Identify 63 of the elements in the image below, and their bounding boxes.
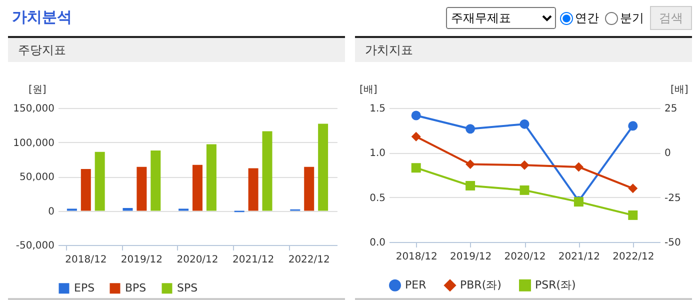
y2-tick-label: -25 <box>664 192 681 204</box>
y-tick-label: 1.5 <box>370 104 386 114</box>
legend-label: EPS <box>74 281 95 294</box>
point <box>466 180 476 190</box>
point <box>628 184 638 194</box>
chart-title: 주당지표 <box>8 36 345 62</box>
legend-label: SPS <box>177 281 198 294</box>
y-tick-label: -50,000 <box>16 240 54 252</box>
bar <box>318 124 328 211</box>
y-tick-label: 0 <box>48 206 54 218</box>
y-tick-label: 150,000 <box>13 104 54 114</box>
x-tick-label: 2022/12 <box>288 254 330 266</box>
bar <box>80 168 91 211</box>
y-axis-title: [원] <box>28 84 46 96</box>
y2-tick-label: 25 <box>664 104 678 114</box>
y2-tick-label: -50 <box>664 238 681 248</box>
x-tick-label: 2019/12 <box>450 252 492 262</box>
bar <box>192 164 202 211</box>
x-tick-label: 2020/12 <box>504 252 546 262</box>
y-tick-label: 0.5 <box>370 192 386 204</box>
point <box>466 160 476 170</box>
x-tick-label: 2021/12 <box>232 254 274 266</box>
point <box>411 132 421 142</box>
x-tick-label: 2018/12 <box>65 254 107 266</box>
y2-tick-label: 0 <box>664 148 671 160</box>
y-axis-title: [배] <box>360 84 378 96</box>
bar <box>122 208 133 211</box>
x-tick-label: 2019/12 <box>120 254 162 266</box>
text: 연간 <box>574 10 599 26</box>
point <box>411 163 421 173</box>
x-tick-label: 2021/12 <box>558 252 600 262</box>
chart-title: 가치지표 <box>355 36 692 62</box>
y-tick-label: 0.0 <box>370 238 386 248</box>
x-tick-label: 2018/12 <box>396 252 438 262</box>
point <box>520 185 530 195</box>
point <box>628 210 638 220</box>
bar <box>206 144 216 211</box>
bar <box>150 150 161 211</box>
y-tick-label: 50,000 <box>20 172 54 183</box>
legend-label: PBR(좌) <box>460 278 502 292</box>
legend-label: BPS <box>125 281 146 294</box>
point <box>520 119 530 129</box>
point <box>520 160 530 170</box>
y2-axis-title: [배] <box>670 84 688 96</box>
x-tick-label: 2020/12 <box>176 254 218 266</box>
y-tick-label: 1.0 <box>370 148 386 160</box>
bar <box>94 152 105 211</box>
text: 분기 <box>619 10 644 26</box>
x-tick-label: 2022/12 <box>612 252 654 262</box>
legend-label: PER <box>405 278 427 292</box>
bar <box>304 166 314 211</box>
y-tick-label: 100,000 <box>13 138 54 149</box>
text: 가치분석 <box>12 8 72 27</box>
bar <box>262 131 272 211</box>
bar <box>248 168 258 211</box>
point <box>628 121 638 131</box>
point <box>574 162 584 172</box>
search-button: 검색 <box>650 6 692 30</box>
legend-label: PSR(좌) <box>535 278 576 292</box>
dropdown-field: 주재무제표 <box>446 7 556 29</box>
point <box>466 124 476 134</box>
point <box>411 110 421 120</box>
bar <box>136 166 147 211</box>
